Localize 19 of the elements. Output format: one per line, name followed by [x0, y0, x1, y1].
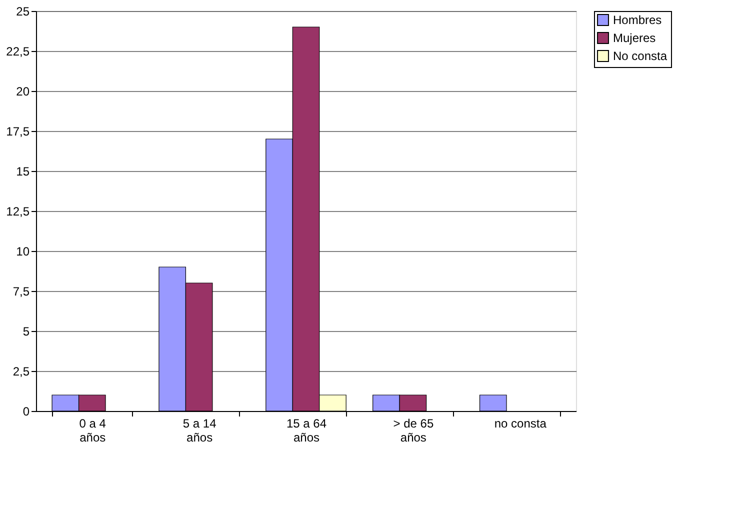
- y-tick-label: 22,5: [6, 44, 30, 58]
- x-tick-label: 5 a 14 años: [182, 416, 217, 444]
- y-tick-label: 17,5: [6, 124, 30, 138]
- y-tick-label: 15: [16, 164, 30, 178]
- x-tick-label: 15 a 64 años: [286, 416, 327, 444]
- x-tick-label: > de 65 años: [393, 416, 434, 444]
- legend-label: No consta: [613, 49, 668, 63]
- y-tick-label: 2,5: [12, 364, 30, 378]
- y-tick-label: 20: [16, 84, 30, 98]
- x-tick-label: 0 a 4 años: [79, 416, 106, 444]
- y-tick-label: 0: [22, 404, 30, 418]
- legend-label: Mujeres: [613, 31, 656, 45]
- y-tick-label: 12,5: [6, 204, 30, 218]
- legend-label: Hombres: [613, 13, 662, 27]
- y-tick-label: 5: [22, 324, 30, 338]
- y-tick-label: 10: [16, 244, 30, 258]
- x-tick-label: no consta: [494, 416, 547, 430]
- y-tick-label: 25: [16, 4, 30, 18]
- y-tick-label: 7,5: [12, 284, 30, 298]
